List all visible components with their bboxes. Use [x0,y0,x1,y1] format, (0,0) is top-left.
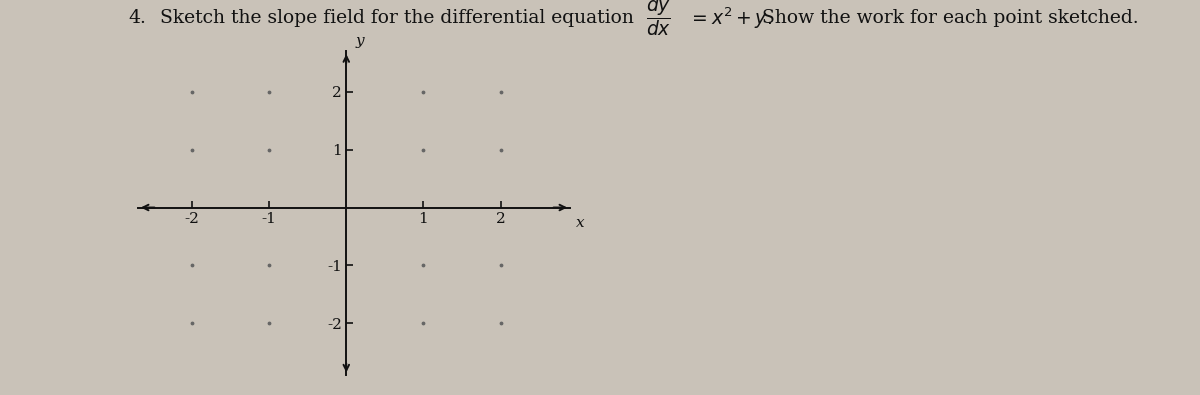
Text: Show the work for each point sketched.: Show the work for each point sketched. [762,9,1139,27]
Text: Sketch the slope field for the differential equation: Sketch the slope field for the different… [160,9,634,27]
Text: y: y [355,34,364,49]
Text: $= x^2 + y.$: $= x^2 + y.$ [688,5,772,30]
Text: 4.: 4. [128,9,146,27]
Text: x: x [576,216,584,230]
Text: $\dfrac{dy}{dx}$: $\dfrac{dy}{dx}$ [646,0,671,38]
